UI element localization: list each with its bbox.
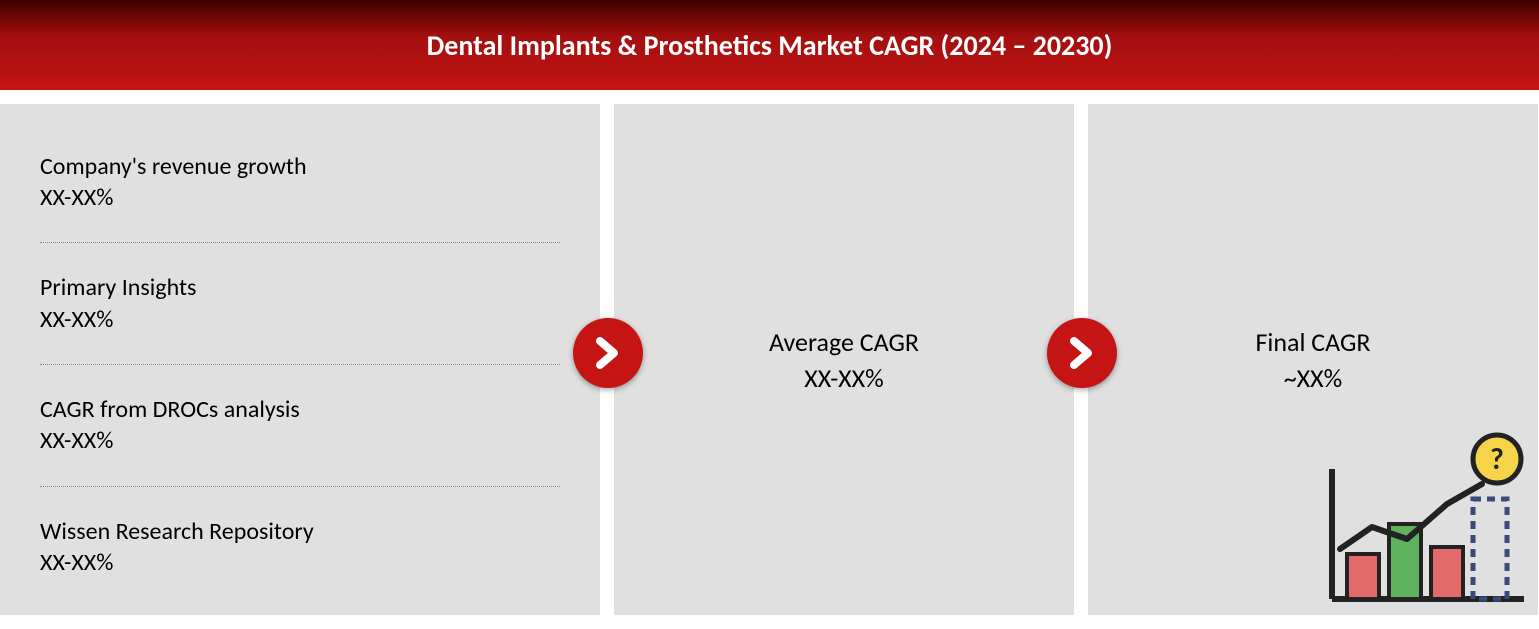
header-bar: Dental Implants & Prosthetics Market CAG… bbox=[0, 0, 1539, 90]
input-item: Wissen Research Repository XX-XX% bbox=[40, 508, 560, 586]
final-label: Final CAGR bbox=[1255, 326, 1370, 358]
input-label: CAGR from DROCs analysis bbox=[40, 394, 560, 425]
input-item: CAGR from DROCs analysis XX-XX% bbox=[40, 386, 560, 464]
content-row: Company's revenue growth XX-XX% Primary … bbox=[0, 90, 1539, 615]
arrow-icon bbox=[573, 318, 643, 388]
average-panel: Average CAGR XX-XX% bbox=[614, 104, 1074, 615]
input-item: Primary Insights XX-XX% bbox=[40, 264, 560, 342]
header-title: Dental Implants & Prosthetics Market CAG… bbox=[427, 28, 1113, 63]
arrow-icon bbox=[1047, 318, 1117, 388]
growth-chart-icon: ? bbox=[1312, 429, 1532, 609]
final-panel: Final CAGR ~XX% ? bbox=[1088, 104, 1538, 615]
input-value: XX-XX% bbox=[40, 425, 560, 456]
average-value: XX-XX% bbox=[804, 362, 884, 394]
average-label: Average CAGR bbox=[769, 326, 919, 358]
input-label: Wissen Research Repository bbox=[40, 516, 560, 547]
input-item: Company's revenue growth XX-XX% bbox=[40, 143, 560, 221]
divider bbox=[40, 486, 560, 487]
input-value: XX-XX% bbox=[40, 182, 560, 213]
inputs-panel: Company's revenue growth XX-XX% Primary … bbox=[0, 104, 600, 615]
svg-text:?: ? bbox=[1490, 441, 1504, 478]
input-label: Company's revenue growth bbox=[40, 151, 560, 182]
input-value: XX-XX% bbox=[40, 304, 560, 335]
divider bbox=[40, 364, 560, 365]
input-value: XX-XX% bbox=[40, 547, 560, 578]
final-value: ~XX% bbox=[1284, 362, 1343, 394]
input-label: Primary Insights bbox=[40, 272, 560, 303]
divider bbox=[40, 242, 560, 243]
